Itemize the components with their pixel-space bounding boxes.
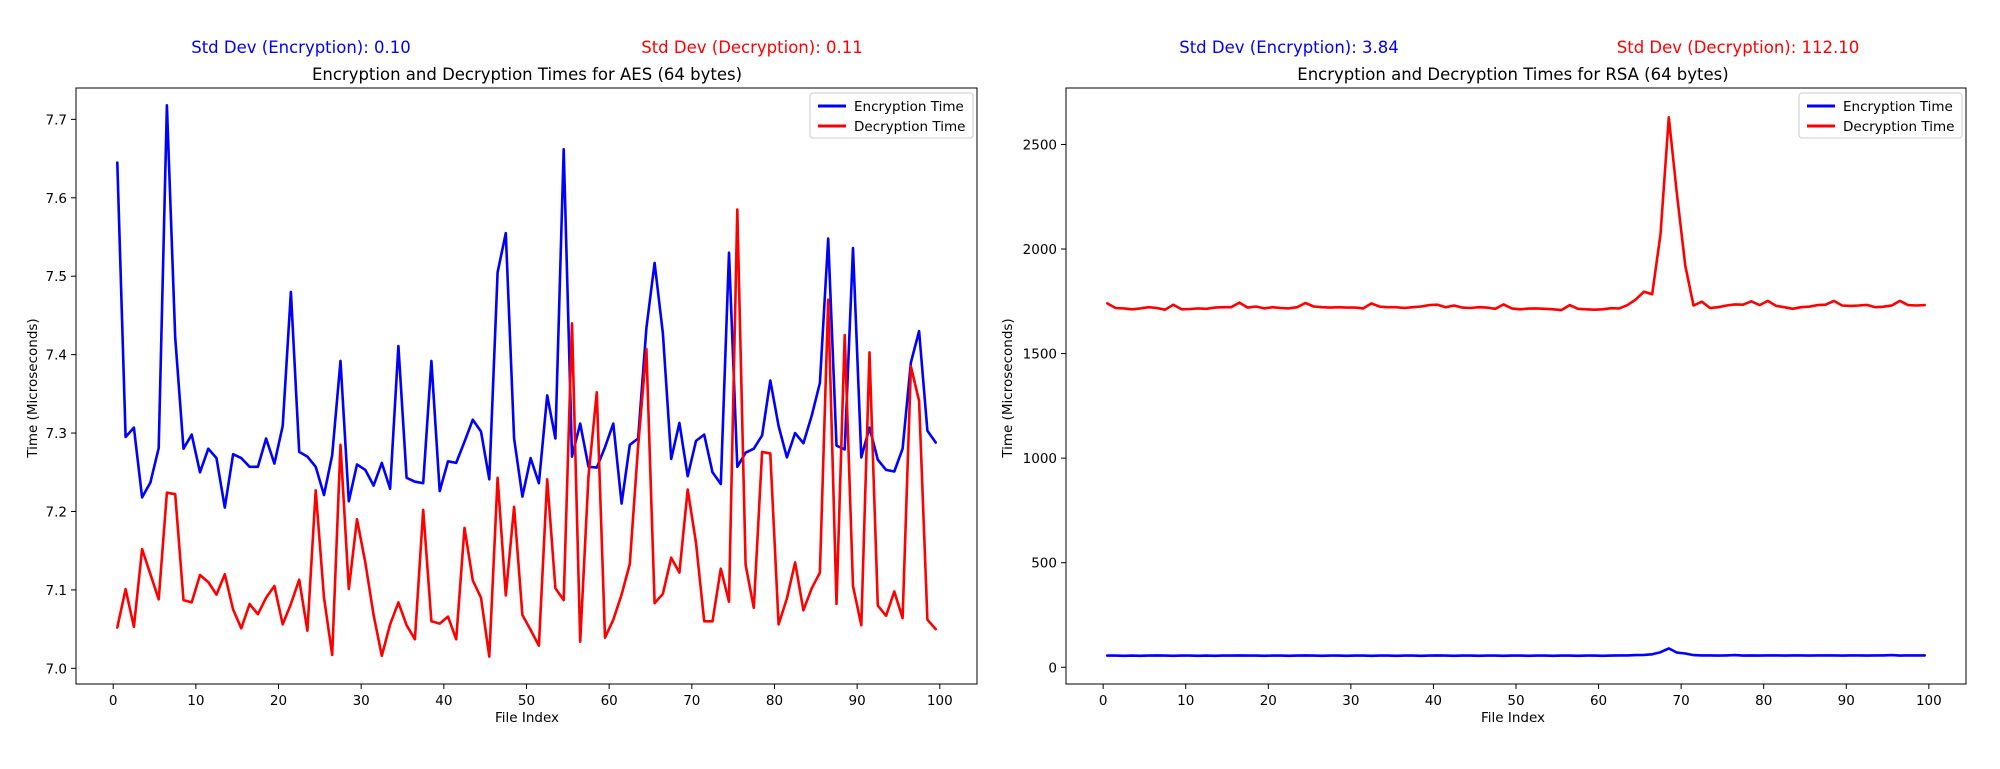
std-dev-decryption-label: Std Dev (Decryption): 112.10 <box>1617 38 1860 57</box>
x-tick-label: 70 <box>1673 693 1690 709</box>
x-tick-label: 10 <box>187 693 204 709</box>
y-axis-label: Time (Microseconds) <box>25 318 41 458</box>
x-tick-label: 80 <box>1755 693 1772 709</box>
chart-aes: Std Dev (Encryption): 0.10 Std Dev (Decr… <box>25 38 978 726</box>
y-tick-label: 7.7 <box>46 112 67 128</box>
y-tick-label: 7.5 <box>46 269 67 285</box>
std-dev-decryption-label: Std Dev (Decryption): 0.11 <box>641 38 863 57</box>
x-tick-label: 10 <box>1177 693 1194 709</box>
x-tick-label: 0 <box>109 693 118 709</box>
y-tick-label: 2000 <box>1023 242 1057 258</box>
legend-box <box>809 92 974 139</box>
legend-label-decryption: Decryption Time <box>854 119 965 135</box>
y-tick-label: 1000 <box>1023 451 1057 467</box>
y-tick-label: 7.2 <box>46 504 67 520</box>
y-tick-label: 7.4 <box>46 348 67 364</box>
legend-label-encryption: Encryption Time <box>854 99 964 115</box>
x-axis-label: File Index <box>495 710 559 726</box>
x-tick-label: 40 <box>1425 693 1442 709</box>
x-tick-label: 30 <box>1342 693 1359 709</box>
y-tick-label: 2500 <box>1023 137 1057 153</box>
x-tick-label: 20 <box>270 693 287 709</box>
x-tick-label: 100 <box>1916 693 1942 709</box>
chart-title: Encryption and Decryption Times for AES … <box>312 65 742 84</box>
legend-label-encryption: Encryption Time <box>1843 99 1953 115</box>
series-line-decryption <box>116 208 938 658</box>
y-tick-label: 7.3 <box>46 426 67 442</box>
plot-area: 0 10 20 30 40 50 60 70 80 90 100 7.0 7.1 7.2 7.3 7.4 7.5… <box>46 87 978 709</box>
series-line-encryption <box>116 104 938 509</box>
x-tick-label: 40 <box>435 693 452 709</box>
x-tick-label: 60 <box>1590 693 1607 709</box>
y-tick-label: 7.1 <box>46 583 67 599</box>
x-tick-label: 0 <box>1099 693 1108 709</box>
std-dev-encryption-label: Std Dev (Encryption): 0.10 <box>191 38 411 57</box>
y-tick-label: 0 <box>1048 660 1057 676</box>
series-line-encryption <box>1106 647 1926 658</box>
x-tick-label: 50 <box>1507 693 1524 709</box>
x-tick-label: 60 <box>601 693 618 709</box>
y-tick-label: 7.6 <box>46 191 67 207</box>
x-tick-label: 90 <box>1838 693 1855 709</box>
plot-area: 0 10 20 30 40 50 60 70 80 90 100050010001500200025… <box>1023 87 1967 709</box>
x-tick-label: 100 <box>927 693 953 709</box>
chart-title: Encryption and Decryption Times for RSA … <box>1297 65 1728 84</box>
x-tick-label: 50 <box>518 693 535 709</box>
x-axis-label: File Index <box>1481 710 1545 726</box>
x-tick-label: 80 <box>766 693 783 709</box>
y-tick-label: 7.0 <box>46 661 67 677</box>
series-line-decryption <box>1106 116 1926 312</box>
x-tick-label: 70 <box>683 693 700 709</box>
std-dev-encryption-label: Std Dev (Encryption): 3.84 <box>1179 38 1399 57</box>
y-axis-label: Time (Microseconds) <box>1000 318 1016 458</box>
y-tick-label: 500 <box>1031 556 1057 572</box>
y-tick-label: 1500 <box>1023 347 1057 363</box>
plot-frame <box>1065 87 1967 685</box>
legend: Encryption Time Decryption Time <box>809 92 974 139</box>
legend-label-decryption: Decryption Time <box>1843 119 1954 135</box>
x-tick-label: 20 <box>1260 693 1277 709</box>
legend: Encryption Time Decryption Time <box>1798 92 1963 139</box>
x-tick-label: 90 <box>849 693 866 709</box>
chart-rsa: Std Dev (Encryption): 3.84 Std Dev (Decr… <box>1000 38 1967 726</box>
x-tick-label: 30 <box>353 693 370 709</box>
legend-box <box>1798 92 1963 139</box>
